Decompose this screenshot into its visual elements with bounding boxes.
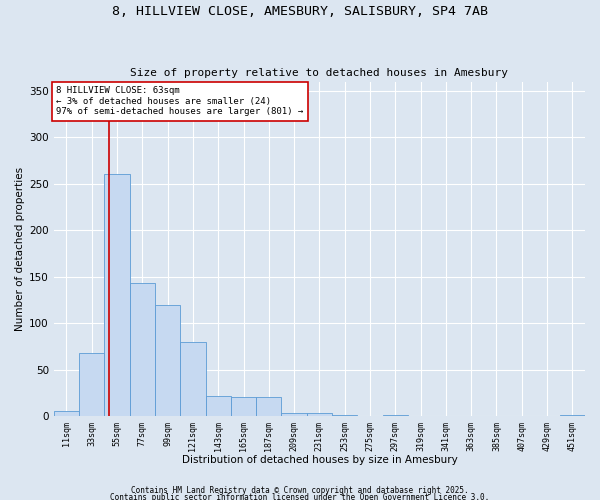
Y-axis label: Number of detached properties: Number of detached properties [15,166,25,331]
Bar [79,353,104,416]
Bar [332,415,358,416]
Bar [180,342,206,416]
Bar [155,304,180,416]
Bar [560,415,585,416]
Bar [104,174,130,416]
Bar [54,412,79,416]
Bar [383,415,408,416]
Title: Size of property relative to detached houses in Amesbury: Size of property relative to detached ho… [130,68,508,78]
Bar [256,398,281,416]
Bar [231,398,256,416]
X-axis label: Distribution of detached houses by size in Amesbury: Distribution of detached houses by size … [182,455,457,465]
Text: Contains public sector information licensed under the Open Government Licence 3.: Contains public sector information licen… [110,494,490,500]
Bar [130,283,155,416]
Text: Contains HM Land Registry data © Crown copyright and database right 2025.: Contains HM Land Registry data © Crown c… [131,486,469,495]
Text: 8 HILLVIEW CLOSE: 63sqm
← 3% of detached houses are smaller (24)
97% of semi-det: 8 HILLVIEW CLOSE: 63sqm ← 3% of detached… [56,86,304,116]
Bar [281,413,307,416]
Bar [206,396,231,416]
Text: 8, HILLVIEW CLOSE, AMESBURY, SALISBURY, SP4 7AB: 8, HILLVIEW CLOSE, AMESBURY, SALISBURY, … [112,5,488,18]
Bar [307,413,332,416]
